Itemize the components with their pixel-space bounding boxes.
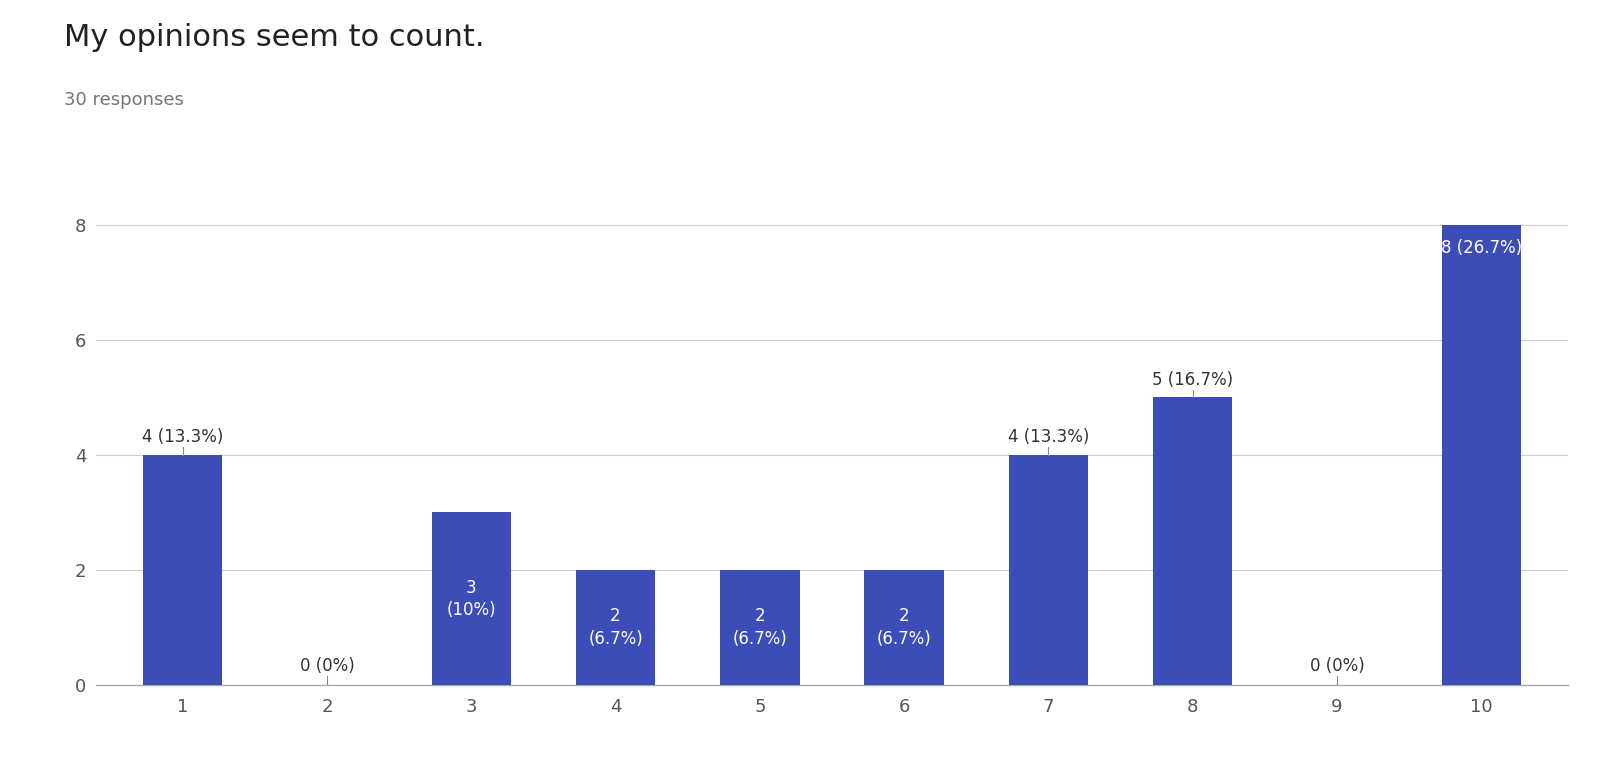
Text: 4 (13.3%): 4 (13.3%) — [142, 428, 224, 446]
Bar — [1008, 455, 1088, 685]
Text: 4 (13.3%): 4 (13.3%) — [1008, 428, 1090, 446]
Bar — [1154, 397, 1232, 685]
Text: 2
(6.7%): 2 (6.7%) — [733, 607, 787, 648]
Text: 2
(6.7%): 2 (6.7%) — [589, 607, 643, 648]
Bar — [720, 570, 800, 685]
Bar — [864, 570, 944, 685]
Text: 0 (0%): 0 (0%) — [299, 657, 354, 674]
Text: 5 (16.7%): 5 (16.7%) — [1152, 371, 1234, 389]
Text: 3
(10%): 3 (10%) — [446, 578, 496, 619]
Text: My opinions seem to count.: My opinions seem to count. — [64, 23, 485, 52]
Text: 30 responses: 30 responses — [64, 91, 184, 110]
Text: 0 (0%): 0 (0%) — [1310, 657, 1365, 674]
Bar — [142, 455, 222, 685]
Text: 2
(6.7%): 2 (6.7%) — [877, 607, 931, 648]
Bar — [432, 512, 510, 685]
Bar — [1442, 225, 1522, 685]
Text: 8 (26.7%): 8 (26.7%) — [1442, 239, 1522, 257]
Bar — [576, 570, 656, 685]
